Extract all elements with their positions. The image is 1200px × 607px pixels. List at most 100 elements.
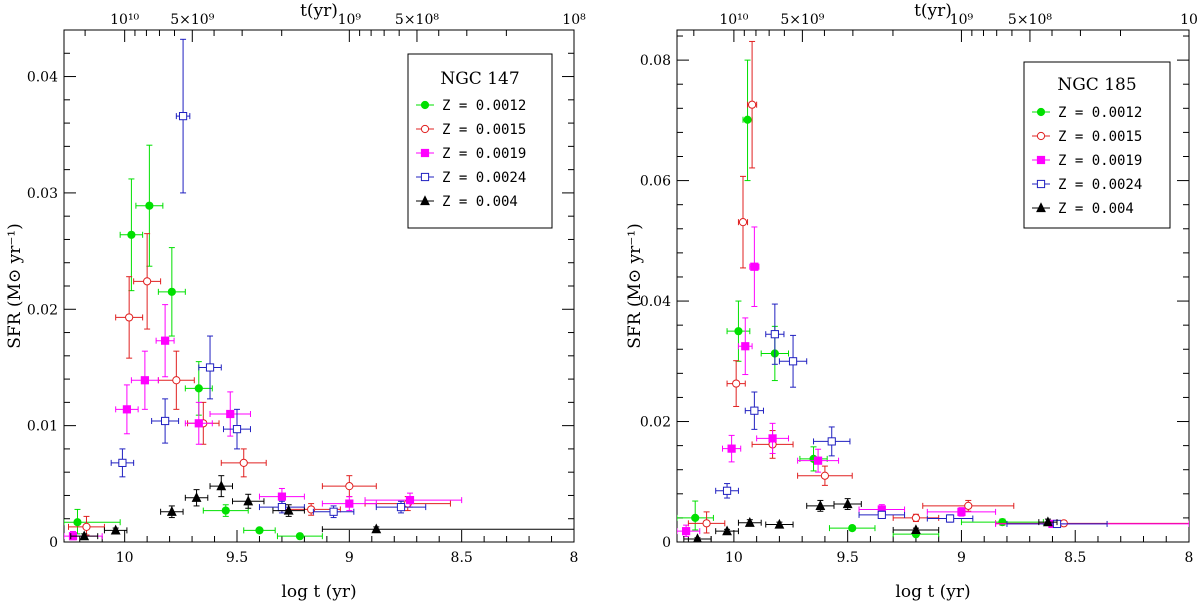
legend-entry: Z = 0.0012 [1032,105,1142,121]
top-axis-title: t(yr) [914,1,952,21]
legend-marker [420,124,430,134]
plot-area [64,38,574,541]
data-point [161,336,170,345]
legend-label: Z = 0.004 [1058,201,1134,217]
legend-label: Z = 0.0012 [442,98,526,114]
data-point [140,376,149,385]
data-point [774,518,785,529]
data-point [110,524,121,535]
data-point [691,513,700,523]
legend-title: NGC 147 [440,69,519,89]
data-point [1059,519,1068,528]
data-point [277,492,287,501]
data-point [82,522,91,531]
data-point [167,287,176,296]
data-point [127,230,136,239]
top-tick-label: 5×10⁹ [780,12,824,28]
data-point [216,480,227,491]
data-point [191,492,202,502]
series-0.0012 [677,59,1044,539]
x-tick-label: 8 [570,550,579,566]
legend-box [1023,61,1171,229]
legend-entry: Z = 0.0015 [416,122,526,138]
legend: NGC 147 Z = 0.0012 Z = 0.0015 Z = 0.0019 Z … [407,53,553,229]
series-0.004 [70,475,574,541]
y-tick-label: 0.01 [27,419,58,435]
top-tick-label: 5×10⁹ [170,12,214,28]
bottom-axis-ticks: 10 9.5 9 8.5 8 [687,530,1193,566]
y-tick-label: 0 [662,535,671,551]
data-point [734,327,743,336]
data-point [73,518,82,527]
data-point [194,419,203,428]
data-point [957,507,966,516]
legend: NGC 185 Z = 0.0012 Z = 0.0015 Z = 0.0019 Z … [1023,61,1171,229]
legend-label: Z = 0.0024 [1058,177,1142,193]
legend-marker [1036,155,1046,165]
top-tick-label: 10⁹ [338,12,362,28]
data-point [405,496,415,505]
x-tick-label: 8.5 [451,550,473,566]
y-axis-title: SFR (M⊙ yr⁻¹) [5,223,25,348]
legend-marker [420,172,430,182]
y-axis-title: SFR (M⊙ yr⁻¹) [625,223,645,348]
plot-area [677,40,1189,542]
y-tick-label: 0.03 [27,186,58,202]
series-0.004 [683,498,1058,542]
data-point [255,526,264,535]
data-point [732,379,741,388]
legend-entry: Z = 0.004 [1032,201,1134,217]
series-0.0024 [715,303,1108,529]
data-point [768,434,777,443]
x-tick-label: 9.5 [837,550,859,566]
data-point [371,523,382,534]
data-point [738,218,748,227]
data-point [122,405,132,414]
data-point [295,532,305,541]
data-point [283,504,294,515]
data-point [172,376,181,385]
top-tick-label: 5×10⁸ [395,12,439,28]
legend-entry: Z = 0.0024 [416,170,526,186]
top-axis-ticks: 10¹⁰ 5×10⁹ 10⁹ 5×10⁸ 10⁸ [84,12,586,42]
data-point [827,437,836,446]
legend-entry: Z = 0.0015 [1032,129,1142,145]
data-point [221,506,230,515]
legend-marker [1036,202,1046,213]
data-point [239,458,248,467]
legend-title: NGC 185 [1057,75,1136,95]
data-point [911,524,921,535]
data-point [205,363,215,372]
y-tick-label: 0.04 [640,294,671,310]
top-tick-label: 10¹⁰ [110,12,139,28]
series-0.0019 [677,226,1189,538]
legend-entry: Z = 0.0019 [416,146,526,162]
data-point [911,513,921,523]
data-point [813,456,823,465]
data-point [770,330,779,339]
y-tick-label: 0 [49,535,58,551]
legend-marker [420,100,430,110]
data-point [722,486,732,495]
x-tick-label: 9.5 [226,550,248,566]
data-point [166,506,177,516]
data-point [396,502,406,512]
top-axis-title: t(yr) [300,1,338,21]
data-point [750,406,759,415]
data-point [118,458,127,467]
panel-ngc185: 10¹⁰ 5×10⁹ 10⁹ 5×10⁸ 10 10 9.5 9 8.5 8 0 0.02 0.04… [625,1,1198,602]
data-point [161,416,170,426]
data-point [145,201,154,210]
data-point [178,112,188,121]
data-point [744,517,755,527]
x-tick-label: 8.5 [1064,550,1086,566]
data-point [226,409,235,419]
legend-marker [1036,179,1046,189]
legend-box [407,53,553,229]
legend-entry: Z = 0.0019 [1032,153,1142,169]
data-point [345,482,354,491]
data-point [727,444,736,453]
panel-ngc147: 10¹⁰ 5×10⁹ 10⁹ 5×10⁸ 10⁸ 10 9.5 9 8.5 8 0 0.01 0.0… [5,1,586,602]
legend-marker [1036,107,1046,117]
